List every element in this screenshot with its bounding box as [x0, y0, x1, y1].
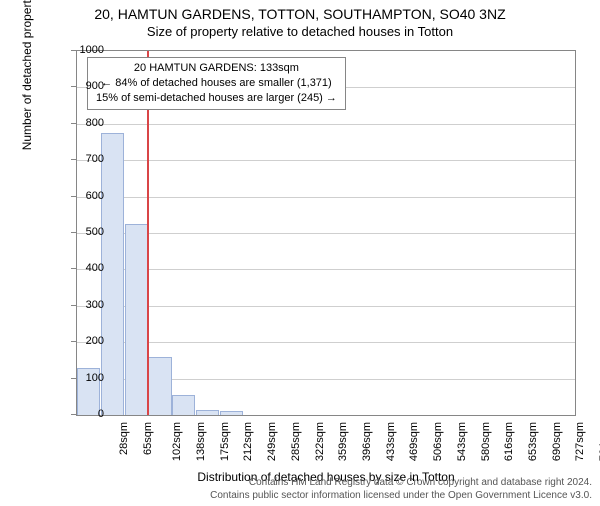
y-tick-mark	[71, 378, 76, 379]
x-tick-label: 433sqm	[385, 422, 397, 461]
x-tick-label: 396sqm	[361, 422, 373, 461]
y-tick-label: 300	[74, 299, 104, 311]
y-tick-label: 500	[74, 226, 104, 238]
x-tick-label: 175sqm	[219, 422, 231, 461]
histogram-bar	[101, 133, 124, 415]
y-tick-mark	[71, 86, 76, 87]
x-tick-label: 285sqm	[290, 422, 302, 461]
y-tick-label: 100	[74, 372, 104, 384]
histogram-bar	[196, 410, 219, 415]
y-tick-label: 1000	[74, 44, 104, 56]
y-tick-label: 700	[74, 153, 104, 165]
y-tick-label: 400	[74, 262, 104, 274]
y-tick-label: 200	[74, 335, 104, 347]
y-tick-mark	[71, 268, 76, 269]
grid-line	[77, 342, 575, 343]
grid-line	[77, 197, 575, 198]
grid-line	[77, 233, 575, 234]
y-tick-mark	[71, 232, 76, 233]
x-tick-label: 102sqm	[171, 422, 183, 461]
footer-line-1: Contains HM Land Registry data © Crown c…	[210, 477, 592, 490]
x-tick-label: 616sqm	[503, 422, 515, 461]
grid-line	[77, 160, 575, 161]
histogram-bar	[220, 411, 243, 415]
chart-title-main: 20, HAMTUN GARDENS, TOTTON, SOUTHAMPTON,…	[0, 6, 600, 22]
y-tick-mark	[71, 123, 76, 124]
x-tick-label: 249sqm	[266, 422, 278, 461]
x-tick-label: 690sqm	[551, 422, 563, 461]
y-tick-label: 600	[74, 190, 104, 202]
chart-title-sub: Size of property relative to detached ho…	[0, 24, 600, 39]
histogram-bar	[125, 224, 148, 415]
y-axis-label: Number of detached properties	[20, 0, 34, 150]
y-tick-mark	[71, 414, 76, 415]
footer-attribution: Contains HM Land Registry data © Crown c…	[210, 477, 592, 502]
plot-area: 20 HAMTUN GARDENS: 133sqm ← 84% of detac…	[76, 50, 576, 416]
footer-line-2: Contains public sector information licen…	[210, 490, 592, 503]
grid-line	[77, 124, 575, 125]
annotation-line-1: 20 HAMTUN GARDENS: 133sqm	[96, 61, 337, 76]
annotation-line-2: ← 84% of detached houses are smaller (1,…	[96, 76, 337, 91]
y-tick-mark	[71, 341, 76, 342]
histogram-bar	[148, 357, 171, 415]
x-tick-label: 727sqm	[575, 422, 587, 461]
x-tick-label: 543sqm	[456, 422, 468, 461]
y-tick-label: 800	[74, 117, 104, 129]
x-tick-label: 138sqm	[195, 422, 207, 461]
x-tick-label: 469sqm	[409, 422, 421, 461]
annotation-box: 20 HAMTUN GARDENS: 133sqm ← 84% of detac…	[87, 57, 346, 110]
x-tick-label: 212sqm	[243, 422, 255, 461]
x-tick-label: 28sqm	[118, 422, 130, 455]
x-tick-label: 359sqm	[337, 422, 349, 461]
x-tick-label: 506sqm	[432, 422, 444, 461]
y-tick-mark	[71, 50, 76, 51]
grid-line	[77, 306, 575, 307]
chart-container: Number of detached properties 20 HAMTUN …	[48, 50, 580, 444]
y-tick-mark	[71, 196, 76, 197]
y-tick-mark	[71, 305, 76, 306]
y-tick-label: 900	[74, 80, 104, 92]
grid-line	[77, 269, 575, 270]
y-tick-mark	[71, 159, 76, 160]
annotation-line-3: 15% of semi-detached houses are larger (…	[96, 91, 337, 106]
x-tick-label: 322sqm	[314, 422, 326, 461]
x-tick-label: 65sqm	[142, 422, 154, 455]
x-tick-label: 653sqm	[527, 422, 539, 461]
histogram-bar	[172, 395, 195, 415]
x-tick-label: 580sqm	[480, 422, 492, 461]
y-tick-label: 0	[74, 408, 104, 420]
